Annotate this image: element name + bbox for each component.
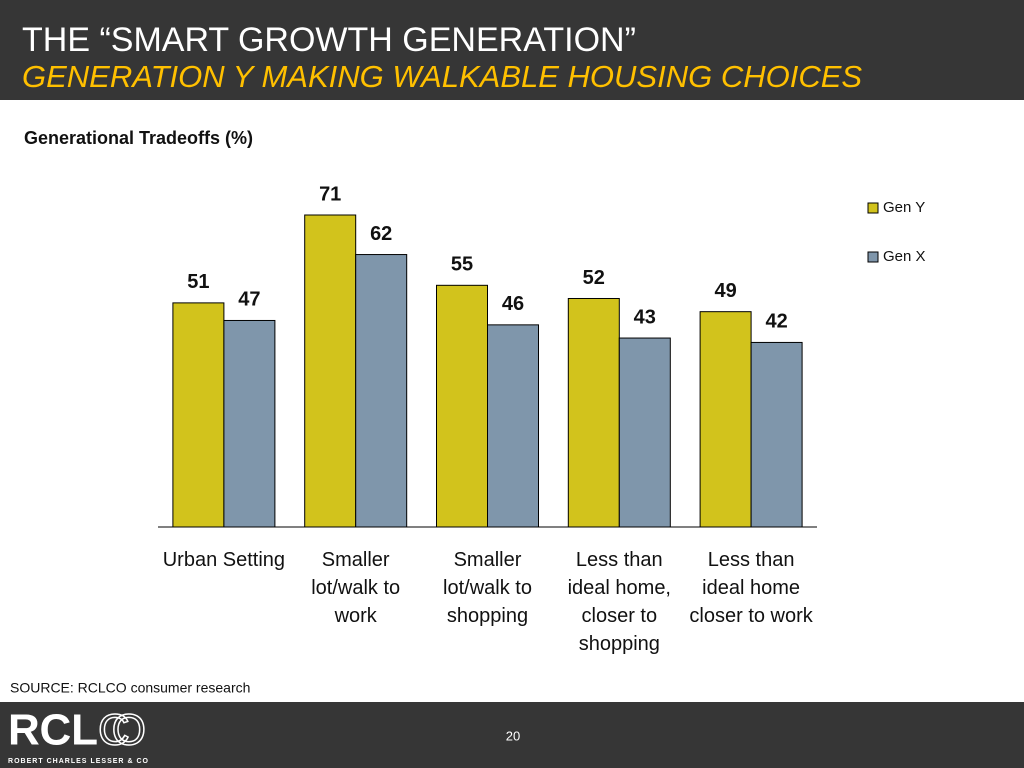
logo-tagline: ROBERT CHARLES LESSER & CO <box>8 758 149 765</box>
header-bar <box>0 0 1024 100</box>
slide-title: THE “SMART GROWTH GENERATION” <box>22 21 636 59</box>
bar <box>172 302 225 528</box>
legend-swatch <box>867 251 879 263</box>
x-tick-label: Less than ideal home, closer to shopping <box>567 549 671 655</box>
x-tick-label: Smaller lot/walk to work <box>311 549 401 627</box>
bar <box>699 311 752 528</box>
data-label: 46 <box>502 293 524 315</box>
x-tick-label: Less than ideal home closer to work <box>689 549 813 627</box>
bar <box>355 254 408 528</box>
logo-outline: CO <box>98 706 146 755</box>
data-label: 71 <box>319 183 341 205</box>
x-tick-label: Smaller lot/walk to shopping <box>443 549 532 627</box>
footer-bar <box>0 702 1024 768</box>
page-number: 20 <box>506 728 520 743</box>
data-label: 55 <box>451 254 473 276</box>
bar <box>567 297 620 528</box>
source-note: SOURCE: RCLCO consumer research <box>10 680 250 696</box>
bar <box>223 319 276 528</box>
bar <box>487 324 539 528</box>
bar <box>304 214 357 528</box>
legend-label: Gen Y <box>883 199 925 216</box>
data-label: 52 <box>583 267 605 289</box>
x-tick-label: Urban Setting <box>162 549 286 571</box>
bar <box>750 341 803 528</box>
legend-label: Gen X <box>883 248 926 265</box>
logo-bold: RCL <box>8 706 98 755</box>
data-label: 51 <box>187 271 209 293</box>
slide-subtitle: GENERATION Y MAKING WALKABLE HOUSING CHO… <box>22 59 862 94</box>
data-label: 47 <box>238 289 260 311</box>
data-label: 42 <box>765 311 787 333</box>
data-label: 49 <box>714 280 736 302</box>
data-label: 62 <box>370 223 392 245</box>
chart-title: Generational Tradeoffs (%) <box>24 128 253 148</box>
bar <box>436 284 488 528</box>
bar <box>618 337 671 528</box>
legend-swatch <box>867 202 879 214</box>
data-label: 43 <box>634 306 656 328</box>
